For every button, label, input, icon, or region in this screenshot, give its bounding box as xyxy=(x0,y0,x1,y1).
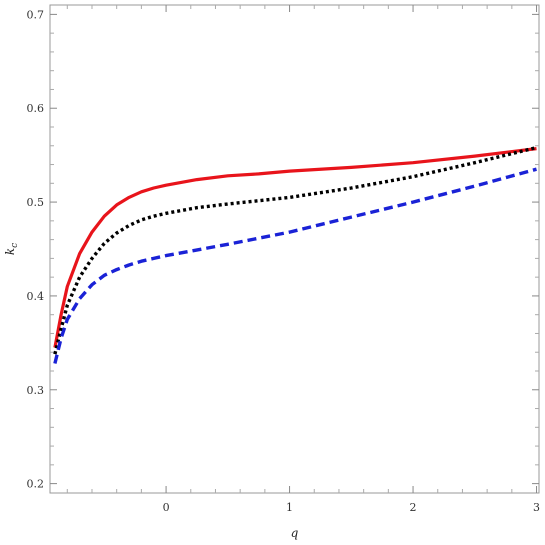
y-axis-label-main: k xyxy=(3,248,17,255)
y-axis-label: kc xyxy=(3,243,20,255)
y-axis-label-subscript: c xyxy=(10,243,20,248)
y-tick-label: 0.2 xyxy=(27,478,45,491)
x-tick-label: 3 xyxy=(533,501,540,514)
series-lines xyxy=(53,145,537,364)
x-tick-label: 0 xyxy=(163,501,170,514)
series-line-dotted xyxy=(53,145,537,355)
y-tick-label: 0.4 xyxy=(27,290,45,303)
series-line-dashed xyxy=(53,167,537,364)
y-tick-label: 0.7 xyxy=(27,8,45,21)
tick-labels: 0 1 2 3 0.2 0.3 0.4 0.5 0.6 0.7 xyxy=(27,8,541,514)
series-line-solid xyxy=(53,147,537,348)
y-tick-label: 0.3 xyxy=(27,384,45,397)
y-tick-label: 0.5 xyxy=(27,196,45,209)
x-tick-label: 1 xyxy=(286,501,293,514)
x-tick-label: 2 xyxy=(410,501,417,514)
x-axis-label: q xyxy=(291,526,299,540)
y-tick-label: 0.6 xyxy=(27,102,45,115)
tick-marks xyxy=(50,5,539,493)
plot-frame xyxy=(49,4,540,494)
